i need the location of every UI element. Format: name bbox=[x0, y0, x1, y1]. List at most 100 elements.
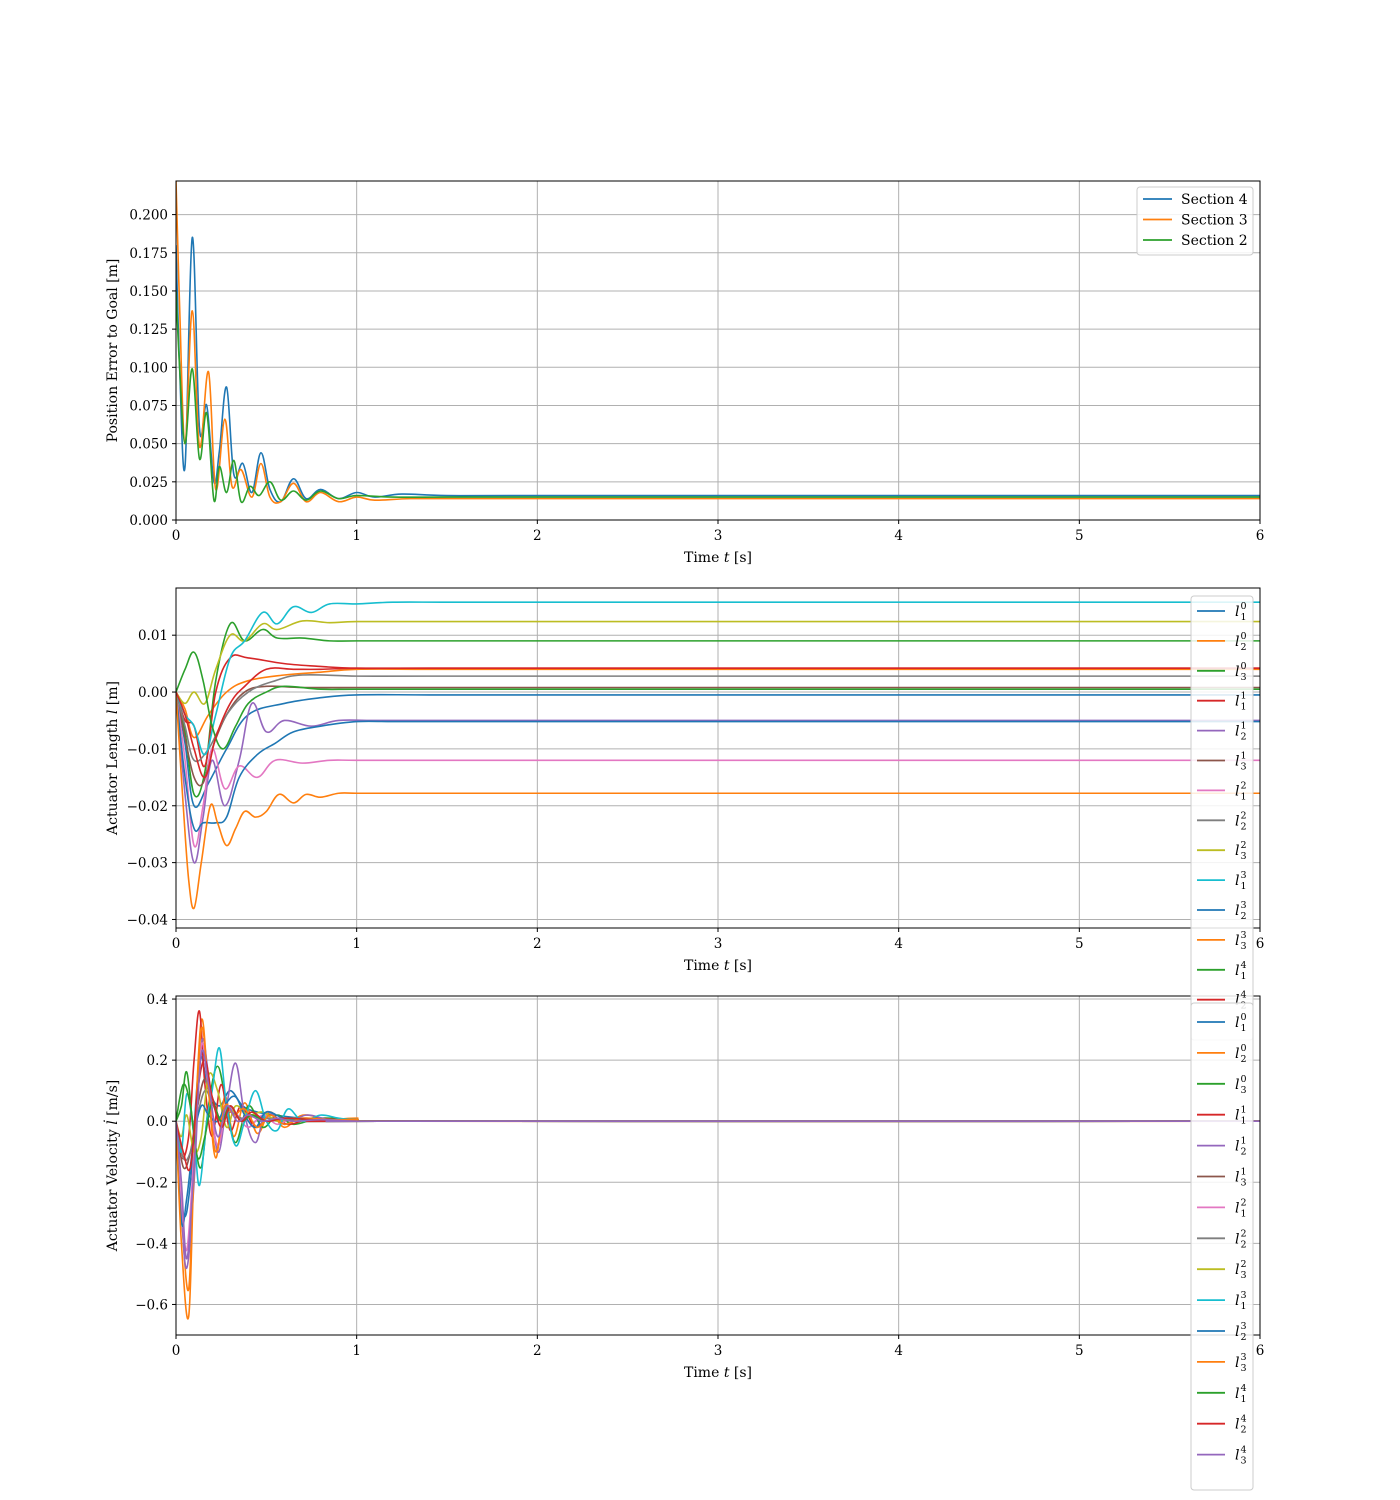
y-tick-label: 0.0 bbox=[147, 1114, 168, 1130]
legend-label: l0 2 bbox=[1235, 631, 1247, 653]
legend-label: l2 1 bbox=[1235, 1197, 1247, 1219]
legend-panel-2: l01 l02 l03 l11 l12 l13 l21 l22 l23 l31 l32 l33 l41 l… bbox=[1190, 595, 1254, 1041]
y-tick-label: 0.000 bbox=[129, 513, 168, 529]
series-lines bbox=[176, 601, 1260, 910]
y-axis-label: Actuator Length l [m] bbox=[105, 681, 121, 836]
series-line-3 bbox=[176, 621, 1260, 798]
x-tick-label: 3 bbox=[714, 936, 723, 952]
x-tick-label: 3 bbox=[714, 1343, 723, 1359]
legend-label: l1 3 bbox=[1235, 751, 1247, 773]
grid bbox=[175, 181, 1261, 521]
grid bbox=[175, 996, 1261, 1335]
legend-label: l1 2 bbox=[1235, 721, 1247, 743]
legend-label: l3 3 bbox=[1235, 930, 1247, 952]
x-tick-label: 4 bbox=[894, 936, 903, 952]
y-tick-label: 0.100 bbox=[129, 360, 168, 376]
y-tick-label: −0.4 bbox=[135, 1236, 168, 1252]
chart-panel-1: 0 1 2 3 4 5 6 0.000 0.025 0.050 0.075 0.100 0.125 0.1… bbox=[105, 180, 1265, 566]
x-tick-label: 3 bbox=[714, 528, 723, 544]
legend-panel-1: Section 4 Section 3 Section 2 bbox=[1136, 186, 1254, 256]
x-tick-label: 5 bbox=[1075, 1343, 1084, 1359]
series-line-2 bbox=[176, 181, 1260, 504]
x-tick-label: 0 bbox=[172, 936, 181, 952]
series-line-15 bbox=[176, 1049, 1260, 1260]
x-tick-label: 6 bbox=[1256, 1343, 1265, 1359]
legend-label: l4 1 bbox=[1235, 1383, 1247, 1405]
series-line-1 bbox=[176, 236, 1260, 503]
y-tick-label: −0.03 bbox=[127, 856, 168, 872]
grid bbox=[175, 588, 1261, 928]
legend-label: l0 2 bbox=[1235, 1043, 1247, 1065]
y-tick-label: −0.2 bbox=[135, 1175, 168, 1191]
legend-label: l2 2 bbox=[1235, 1228, 1247, 1250]
y-tick-label: 0.01 bbox=[138, 628, 168, 644]
legend-label: l2 1 bbox=[1235, 780, 1247, 802]
x-tick-label: 5 bbox=[1075, 528, 1084, 544]
y-tick-label: 0.025 bbox=[129, 475, 168, 491]
y-tick-label: 0.150 bbox=[129, 284, 168, 300]
x-tick-label: 2 bbox=[533, 936, 542, 952]
x-axis-label: Time t [s] bbox=[684, 550, 752, 566]
y-tick-label: −0.02 bbox=[127, 799, 168, 815]
legend-label: l3 1 bbox=[1235, 1290, 1247, 1312]
chart-panel-2: 0 1 2 3 4 5 6 −0.04 −0.03 −0.02 −0.01 0.00 0.01 Time … bbox=[105, 587, 1265, 974]
legend-label: Section 4 bbox=[1181, 192, 1248, 208]
series-line-9 bbox=[176, 619, 1260, 705]
legend-label: l0 1 bbox=[1235, 1012, 1247, 1034]
legend-label: l2 2 bbox=[1235, 810, 1247, 832]
legend-label: l0 1 bbox=[1235, 601, 1247, 623]
legend-label: l4 1 bbox=[1235, 960, 1247, 982]
y-tick-label: −0.6 bbox=[135, 1297, 168, 1313]
x-tick-label: 0 bbox=[172, 1343, 181, 1359]
legend-label: l1 1 bbox=[1235, 1105, 1247, 1127]
legend-label: l0 3 bbox=[1235, 1074, 1247, 1096]
y-axis-label: Position Error to Goal [m] bbox=[105, 259, 121, 443]
legend-label: l1 2 bbox=[1235, 1136, 1247, 1158]
y-tick-label: −0.01 bbox=[127, 742, 168, 758]
series-line-11 bbox=[176, 691, 1260, 833]
x-tick-label: 1 bbox=[352, 936, 361, 952]
series-line-12 bbox=[176, 691, 1260, 910]
legend-label: l2 3 bbox=[1235, 840, 1247, 862]
x-axis-label: Time t [s] bbox=[684, 1365, 752, 1381]
y-tick-label: 0.00 bbox=[138, 685, 168, 701]
series-line-1 bbox=[176, 691, 1260, 809]
x-tick-label: 1 bbox=[352, 1343, 361, 1359]
x-axis-label: Time t [s] bbox=[684, 958, 752, 974]
series-line-5 bbox=[176, 691, 1260, 864]
y-tick-label: 0.200 bbox=[129, 208, 168, 224]
series-line-6 bbox=[176, 685, 1260, 787]
legend-label: l3 2 bbox=[1235, 900, 1247, 922]
y-tick-label: 0.175 bbox=[129, 246, 168, 262]
y-tick-label: 0.050 bbox=[129, 437, 168, 453]
legend-label: l0 3 bbox=[1235, 661, 1247, 683]
series-lines bbox=[176, 181, 1260, 504]
x-tick-label: 5 bbox=[1075, 936, 1084, 952]
series-line-3 bbox=[176, 290, 1260, 504]
y-tick-label: 0.125 bbox=[129, 322, 168, 338]
x-tick-label: 6 bbox=[1256, 936, 1265, 952]
x-tick-label: 2 bbox=[533, 1343, 542, 1359]
legend-label: Section 3 bbox=[1181, 213, 1248, 229]
legend-panel-3: l0 1 l0 2 l0 3 l1 1 l1 2 l1 3 l2 1 l2 2 l2 3 l3 1 l3 2 l3 3 l4 1 l… bbox=[1190, 1002, 1254, 1491]
x-tick-label: 6 bbox=[1256, 528, 1265, 544]
x-tick-label: 2 bbox=[533, 528, 542, 544]
series-line-14 bbox=[176, 667, 1260, 779]
legend-label: l1 3 bbox=[1235, 1167, 1247, 1189]
series-line-7 bbox=[176, 691, 1260, 848]
legend-label: l3 1 bbox=[1235, 870, 1247, 892]
series-line-13 bbox=[176, 651, 1260, 750]
legend-box bbox=[1190, 1002, 1254, 1491]
series-lines bbox=[176, 1010, 1260, 1320]
legend-label: Section 2 bbox=[1181, 233, 1248, 249]
y-tick-label: −0.04 bbox=[127, 912, 168, 928]
x-tick-label: 4 bbox=[894, 1343, 903, 1359]
legend-label: l3 2 bbox=[1235, 1321, 1247, 1343]
legend-label: l3 3 bbox=[1235, 1352, 1247, 1374]
legend-label: l2 3 bbox=[1235, 1259, 1247, 1281]
chart-panel-3: 0 1 2 3 4 5 6 −0.6 −0.4 −0.2 0.0 0.2 0.4 Time t [s] Ac… bbox=[103, 992, 1264, 1381]
y-tick-label: 0.2 bbox=[147, 1053, 168, 1069]
x-tick-label: 4 bbox=[894, 528, 903, 544]
